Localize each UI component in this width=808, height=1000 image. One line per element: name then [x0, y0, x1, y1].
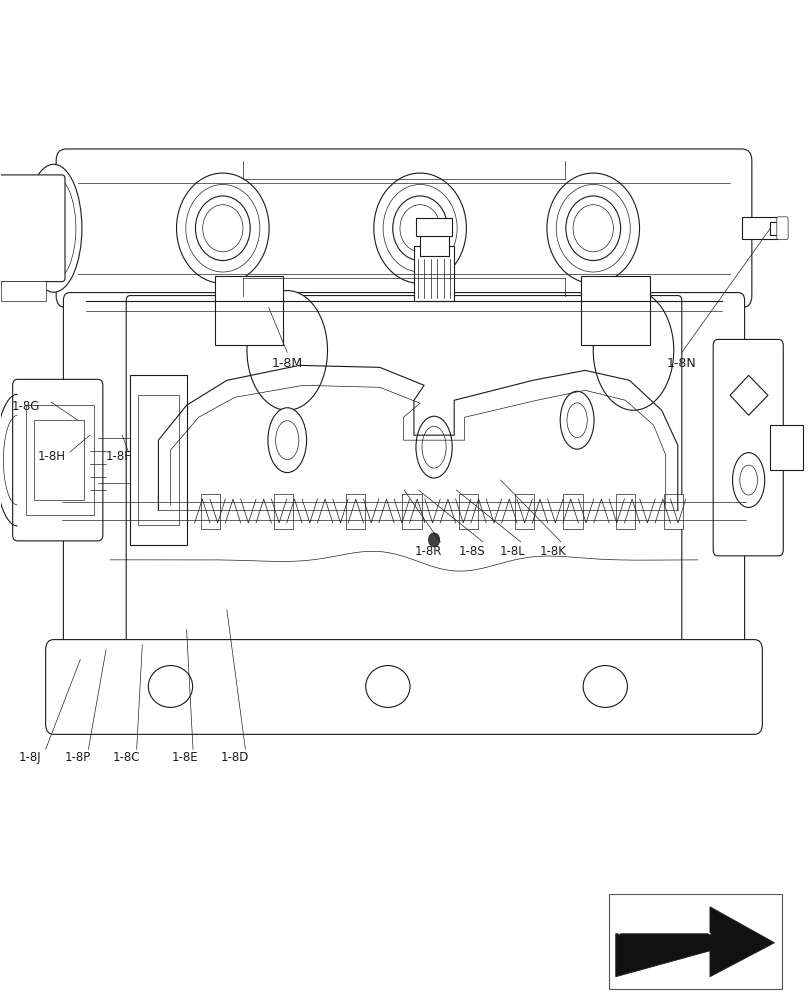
Bar: [770, 425, 802, 470]
Bar: [274, 494, 292, 529]
Text: 1-8J: 1-8J: [19, 751, 41, 764]
Ellipse shape: [196, 196, 250, 261]
Bar: [419, 231, 448, 256]
Ellipse shape: [560, 391, 594, 449]
FancyBboxPatch shape: [13, 379, 103, 541]
Bar: [34, 420, 83, 500]
Text: 1-8C: 1-8C: [112, 751, 140, 764]
Ellipse shape: [268, 408, 306, 473]
Ellipse shape: [740, 465, 757, 495]
Ellipse shape: [366, 666, 410, 707]
Text: 1-8G: 1-8G: [11, 400, 40, 413]
Ellipse shape: [583, 666, 628, 707]
Ellipse shape: [149, 666, 192, 707]
Bar: [581, 276, 650, 345]
Ellipse shape: [32, 176, 76, 281]
Ellipse shape: [203, 205, 243, 252]
Text: 1-8P: 1-8P: [65, 751, 91, 764]
Ellipse shape: [400, 205, 440, 252]
Bar: [664, 494, 684, 529]
Text: 1-8D: 1-8D: [221, 751, 249, 764]
Bar: [26, 405, 94, 515]
Text: 1-8S: 1-8S: [459, 545, 486, 558]
Ellipse shape: [186, 185, 260, 272]
Bar: [516, 494, 534, 529]
Ellipse shape: [733, 453, 764, 507]
Bar: [416, 218, 452, 236]
Bar: [138, 395, 179, 525]
Bar: [215, 276, 284, 345]
Ellipse shape: [593, 291, 674, 410]
Bar: [743, 217, 778, 239]
Ellipse shape: [556, 185, 630, 272]
Ellipse shape: [176, 173, 269, 283]
Ellipse shape: [247, 291, 327, 410]
Text: 1-8K: 1-8K: [540, 545, 566, 558]
Text: 1-8F: 1-8F: [105, 450, 131, 463]
Bar: [459, 494, 478, 529]
FancyBboxPatch shape: [46, 640, 762, 734]
FancyBboxPatch shape: [56, 149, 752, 308]
Ellipse shape: [567, 403, 587, 438]
Bar: [609, 894, 782, 989]
FancyBboxPatch shape: [63, 293, 745, 682]
Bar: [563, 494, 583, 529]
Text: 1-8H: 1-8H: [37, 450, 65, 463]
Ellipse shape: [422, 426, 446, 468]
Bar: [201, 494, 221, 529]
FancyBboxPatch shape: [0, 175, 65, 282]
Circle shape: [428, 533, 440, 547]
Bar: [402, 494, 422, 529]
Text: 1-8R: 1-8R: [415, 545, 442, 558]
Ellipse shape: [547, 173, 639, 283]
Polygon shape: [616, 907, 774, 977]
Ellipse shape: [416, 416, 452, 478]
Ellipse shape: [566, 196, 621, 261]
Text: 1-8M: 1-8M: [271, 357, 303, 370]
Polygon shape: [730, 375, 768, 415]
FancyBboxPatch shape: [776, 217, 788, 240]
Ellipse shape: [276, 421, 299, 460]
Bar: [130, 375, 187, 545]
FancyBboxPatch shape: [256, 290, 282, 321]
Ellipse shape: [573, 205, 613, 252]
Text: 1-8L: 1-8L: [500, 545, 525, 558]
Bar: [2, 281, 46, 301]
Bar: [616, 494, 635, 529]
Ellipse shape: [26, 164, 82, 292]
Text: 1-8N: 1-8N: [667, 357, 696, 370]
Ellipse shape: [393, 196, 448, 261]
Ellipse shape: [383, 185, 457, 272]
Text: 1-8E: 1-8E: [171, 751, 198, 764]
Bar: [414, 246, 454, 301]
Bar: [346, 494, 365, 529]
Ellipse shape: [374, 173, 466, 283]
Bar: [770, 222, 782, 235]
FancyBboxPatch shape: [126, 296, 682, 650]
FancyBboxPatch shape: [713, 339, 783, 556]
